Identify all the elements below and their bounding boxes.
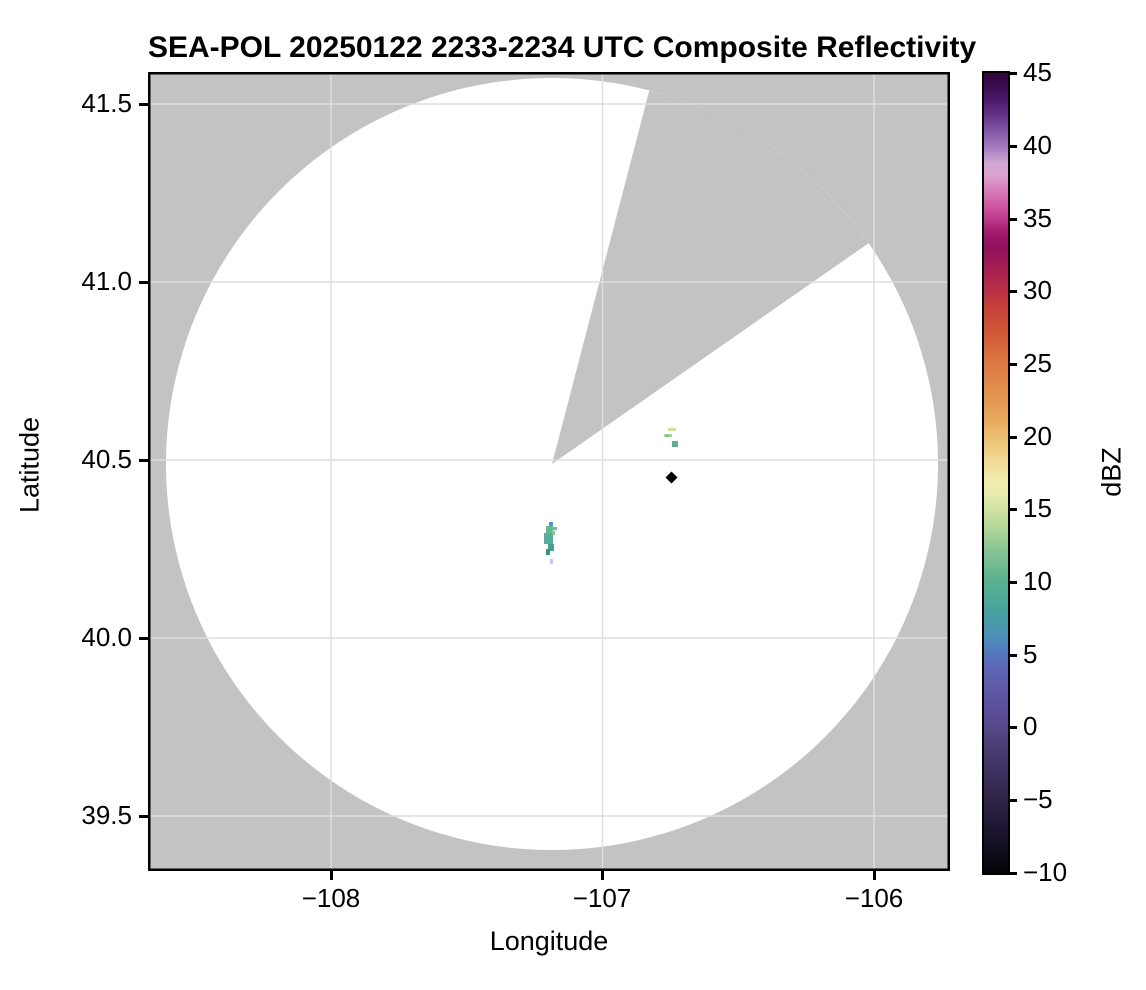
x-tick-mark — [600, 871, 604, 880]
colorbar-tick-mark — [1008, 71, 1017, 75]
y-tick-mark — [139, 102, 148, 106]
colorbar-tick-label: 25 — [1023, 348, 1052, 378]
y-tick-mark — [139, 814, 148, 818]
y-tick-mark — [139, 280, 148, 284]
plot-area — [148, 72, 950, 871]
colorbar-tick-label: 45 — [1023, 57, 1052, 87]
y-tick-mark — [139, 458, 148, 462]
x-axis-label: Longitude — [489, 926, 609, 956]
colorbar-tick-label: 10 — [1023, 566, 1052, 596]
colorbar-tick-label: −10 — [1023, 857, 1068, 887]
y-tick-label: 40.5 — [81, 444, 132, 474]
colorbar-tick-mark — [1008, 217, 1017, 221]
plot-border — [148, 72, 950, 871]
x-tick-label: −106 — [844, 883, 904, 913]
y-tick-mark — [139, 636, 148, 640]
colorbar-tick-label: 40 — [1023, 130, 1052, 160]
colorbar-tick-mark — [1008, 580, 1017, 584]
y-tick-label: 41.0 — [81, 266, 132, 296]
colorbar-tick-mark — [1008, 144, 1017, 148]
colorbar-tick-mark — [1008, 507, 1017, 511]
colorbar-tick-mark — [1008, 798, 1017, 802]
y-tick-label: 41.5 — [81, 88, 132, 118]
colorbar-tick-mark — [1008, 435, 1017, 439]
gridlines — [148, 72, 950, 871]
chart-title: SEA-POL 20250122 2233-2234 UTC Composite… — [148, 31, 977, 64]
y-tick-label: 40.0 — [81, 622, 132, 652]
colorbar-tick-mark — [1008, 871, 1017, 875]
x-tick-label: −108 — [301, 883, 361, 913]
colorbar-tick-label: 35 — [1023, 203, 1052, 233]
colorbar-tick-mark — [1008, 289, 1017, 293]
colorbar-tick-label: 0 — [1023, 711, 1038, 741]
x-tick-mark — [872, 871, 876, 880]
colorbar-tick-label: 5 — [1023, 639, 1038, 669]
colorbar-tick-mark — [1008, 653, 1017, 657]
blocked-sector-wedge — [552, 90, 869, 464]
colorbar-tick-label: 20 — [1023, 421, 1052, 451]
colorbar-tick-label: 30 — [1023, 275, 1052, 305]
colorbar-tick-label: −5 — [1023, 784, 1053, 814]
colorbar-tick-mark — [1008, 362, 1017, 366]
radar-echoes — [544, 428, 678, 564]
x-tick-label: −107 — [572, 883, 632, 913]
colorbar-tick-label: 15 — [1023, 493, 1052, 523]
colorbar-label: dBZ — [1096, 447, 1127, 497]
y-tick-label: 39.5 — [81, 800, 132, 830]
colorbar-tick-mark — [1008, 725, 1017, 729]
colorbar — [982, 71, 1010, 875]
x-tick-mark — [329, 871, 333, 880]
site-marker — [665, 471, 678, 484]
